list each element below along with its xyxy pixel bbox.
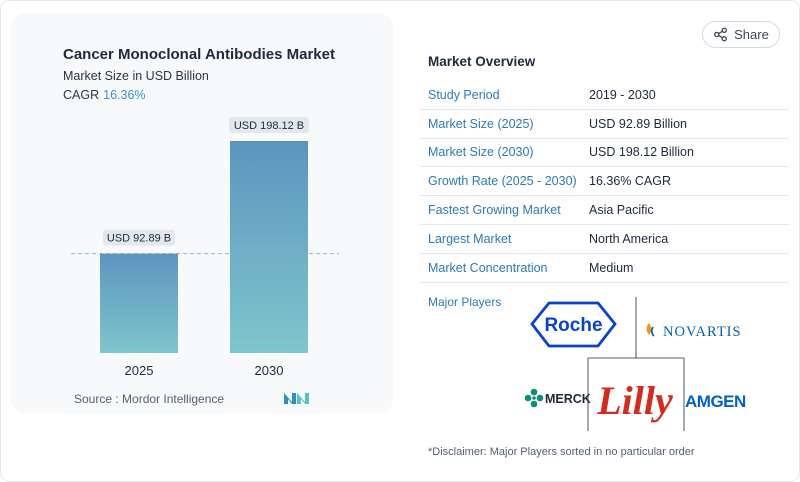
bar xyxy=(100,253,178,353)
row-key: Market Size (2030) xyxy=(428,145,534,160)
table-row: Study Period 2019 - 2030 xyxy=(420,81,789,110)
lilly-text: Lilly xyxy=(596,378,673,423)
merck-logo-icon: MERCK xyxy=(524,388,591,408)
novartis-text: NOVARTIS xyxy=(663,324,742,340)
novartis-logo-icon: NOVARTIS xyxy=(646,323,742,340)
mordor-intelligence-logo-icon xyxy=(284,393,309,404)
row-value: USD 92.89 Billion xyxy=(589,116,687,131)
chart-source: Source : Mordor Intelligence xyxy=(74,392,225,406)
x-tick-label: 2025 xyxy=(125,363,154,378)
row-value: USD 198.12 Billion xyxy=(589,145,694,160)
major-players-logos: Roche NOVARTIS MERCK Lilly AMGEN xyxy=(524,297,747,431)
bar-chart: USD 92.89 B 2025 USD 198.12 B 2030 xyxy=(71,117,339,378)
row-key: Study Period xyxy=(428,87,500,102)
chart-card xyxy=(11,13,393,413)
bar xyxy=(230,141,308,353)
table-row: Growth Rate (2025 - 2030) 16.36% CAGR xyxy=(420,167,789,197)
amgen-text: AMGEN xyxy=(685,392,746,411)
row-value: Medium xyxy=(589,260,634,275)
amgen-logo-icon: AMGEN xyxy=(685,392,747,411)
cagr-label: CAGR xyxy=(63,88,100,102)
table-row: Largest Market North America xyxy=(420,225,789,254)
data-label-bg xyxy=(229,117,309,133)
row-value: Asia Pacific xyxy=(589,203,654,218)
roche-logo-icon: Roche xyxy=(530,301,617,348)
row-key: Growth Rate (2025 - 2030) xyxy=(428,174,577,189)
share-button[interactable]: Share xyxy=(702,21,780,48)
lilly-logo-icon: Lilly xyxy=(596,378,673,423)
market-overview-title: Market Overview xyxy=(428,54,536,69)
row-value: 2019 - 2030 xyxy=(589,87,656,102)
cagr-value: 16.36% xyxy=(103,88,146,102)
row-key: Largest Market xyxy=(428,231,512,246)
table-row: Market Concentration Medium xyxy=(420,254,789,283)
share-label: Share xyxy=(734,27,769,42)
table-row: Market Size (2025) USD 92.89 Billion xyxy=(420,110,789,139)
data-label: USD 92.89 B xyxy=(107,233,171,245)
x-tick-label: 2030 xyxy=(255,363,284,378)
chart-cagr: CAGR 16.36% xyxy=(63,88,146,102)
market-overview-table: Study Period 2019 - 2030 Market Size (202… xyxy=(420,81,789,283)
roche-text: Roche xyxy=(544,315,602,336)
row-value: North America xyxy=(589,231,669,246)
table-row: Fastest Growing Market Asia Pacific xyxy=(420,196,789,225)
share-icon xyxy=(714,27,728,42)
data-label-bg xyxy=(103,229,175,246)
row-key: Market Concentration xyxy=(428,260,548,275)
row-value: 16.36% CAGR xyxy=(589,174,671,189)
chart-title: Cancer Monoclonal Antibodies Market xyxy=(63,46,335,63)
chart-subtitle: Market Size in USD Billion xyxy=(63,69,209,83)
merck-text: MERCK xyxy=(545,392,591,406)
row-key: Fastest Growing Market xyxy=(428,203,561,218)
major-players-label: Major Players xyxy=(428,295,502,309)
data-label: USD 198.12 B xyxy=(234,120,304,132)
table-row: Market Size (2030) USD 198.12 Billion xyxy=(420,139,789,168)
disclaimer: *Disclaimer: Major Players sorted in no … xyxy=(428,446,695,458)
row-key: Market Size (2025) xyxy=(428,116,534,131)
